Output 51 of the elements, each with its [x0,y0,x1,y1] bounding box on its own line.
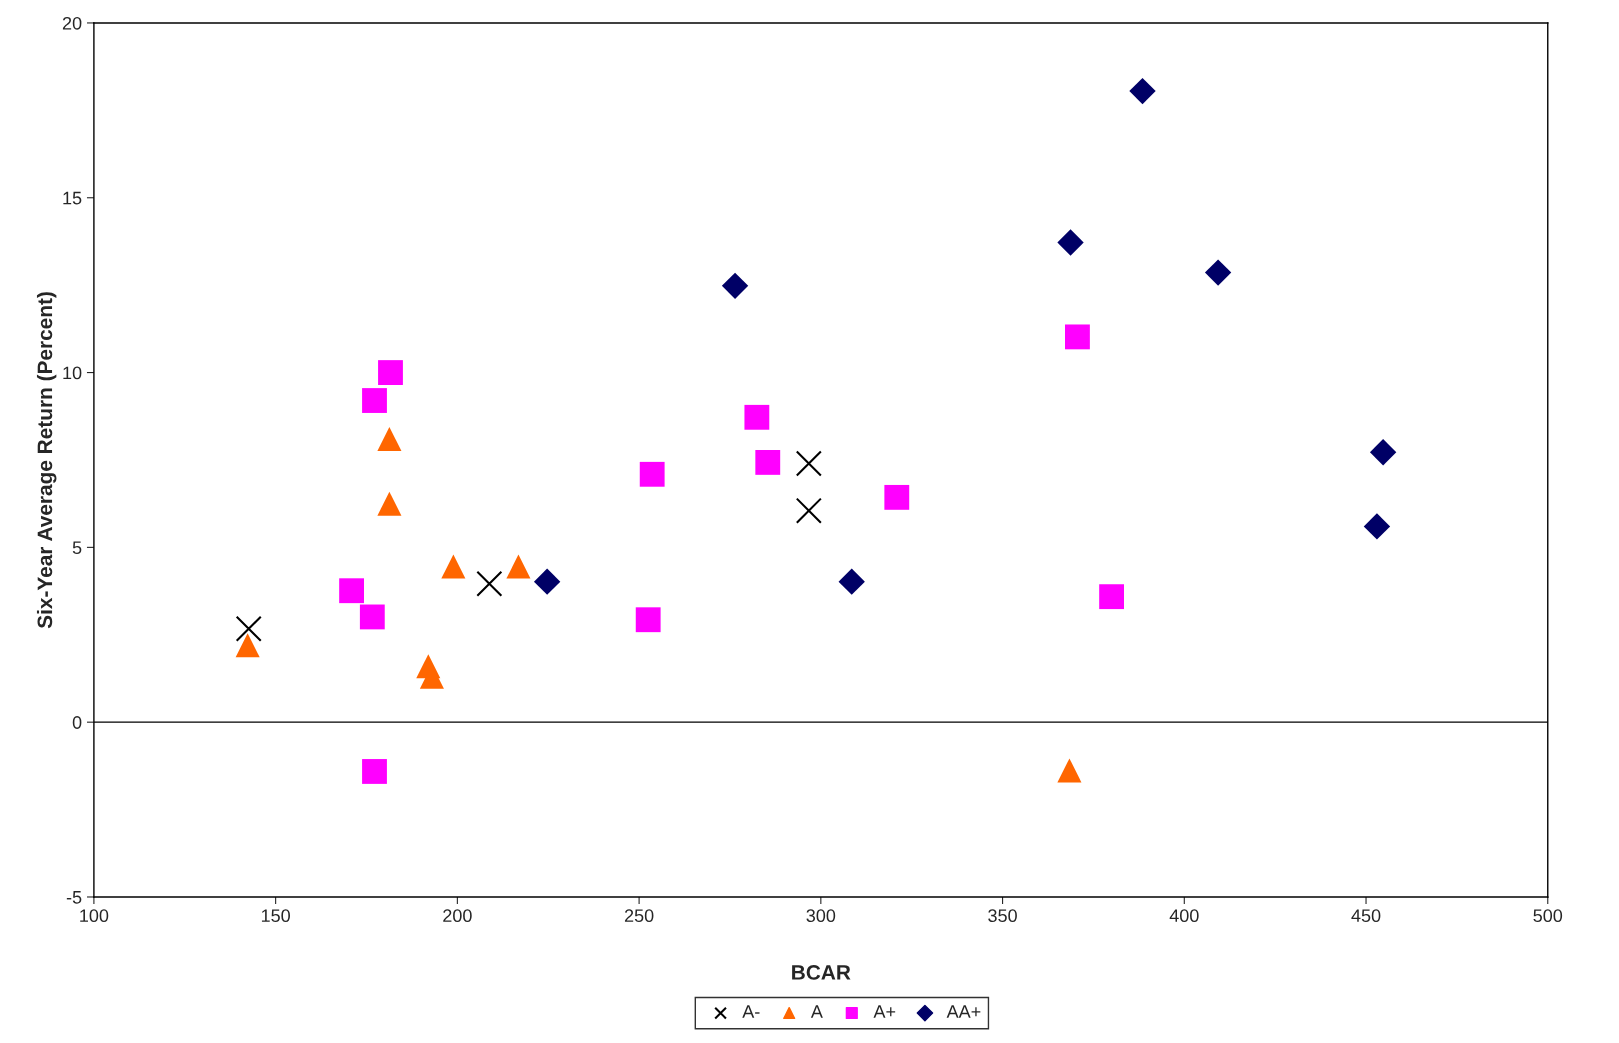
point [639,461,665,487]
x-tick-label: 100 [80,909,109,923]
point [441,554,466,579]
point [339,578,365,604]
y-tick-label: 15 [63,191,82,205]
x-tick-label: 150 [261,909,290,923]
point [838,568,865,595]
legend-label: AA+ [946,1005,981,1018]
point [506,554,531,579]
point [1065,324,1090,350]
point [755,449,781,475]
point [377,491,402,516]
point [362,759,387,784]
point [359,604,385,630]
point [378,360,403,385]
x-tick-label: 350 [988,909,1017,923]
y-tick-label: 5 [72,541,82,555]
point [1129,77,1156,105]
point [235,633,260,658]
y-axis-title: Six-Year Average Return (Percent) [36,292,57,629]
x-tick-label: 300 [806,909,836,923]
point [1099,584,1125,610]
point [795,497,822,524]
y-tick-label: -5 [66,891,82,904]
legend-label: A- [742,1005,760,1018]
x-tick-label: 200 [443,909,472,923]
x-tick-label: 500 [1533,909,1563,923]
point [1363,513,1391,540]
point [476,570,503,597]
point [884,484,910,510]
point [1369,439,1397,466]
point [1204,259,1232,286]
point [744,404,770,430]
y-tick-label: 0 [72,716,82,729]
point [533,568,561,595]
point [1057,758,1082,783]
y-tick-label: 20 [62,16,82,30]
point [635,607,661,633]
point [235,615,262,642]
point [795,450,822,477]
point [362,388,387,413]
point [721,272,749,300]
x-axis-title: BCAR [792,965,851,980]
y-tick-label: 10 [63,366,82,380]
point [377,426,402,452]
point [1057,229,1084,256]
legend-label: A+ [873,1005,896,1018]
x-tick-label: 250 [624,909,654,923]
x-tick-label: 400 [1169,909,1199,923]
legend-label: A [810,1005,823,1018]
x-tick-label: 450 [1351,909,1381,923]
